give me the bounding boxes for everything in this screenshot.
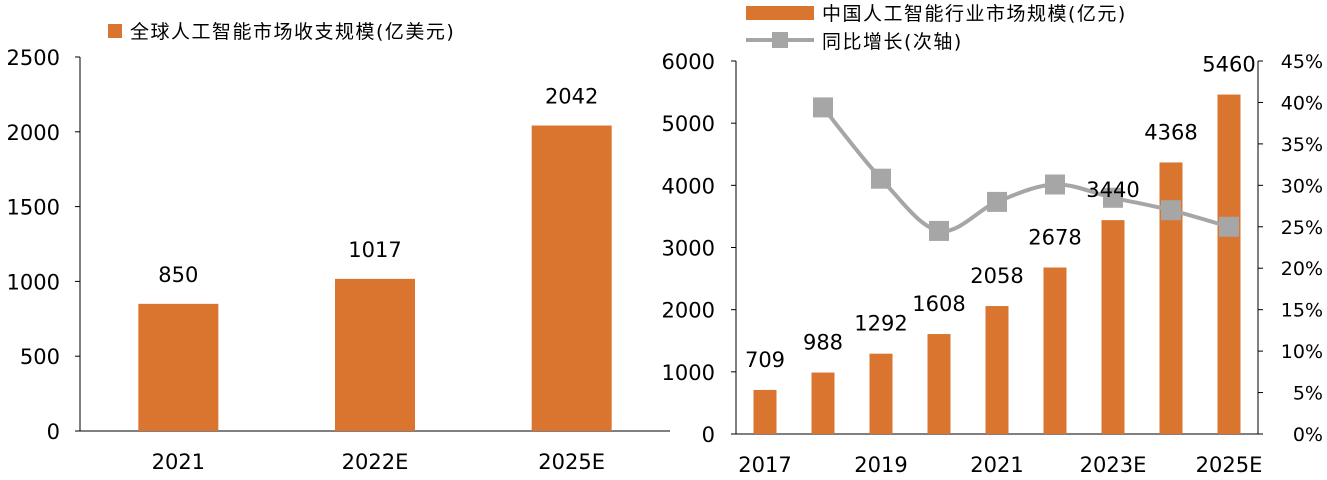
right-chart-y2-tick-label: 15%: [1281, 300, 1323, 322]
right-chart-bar: [927, 334, 951, 434]
right-chart-bar: [811, 372, 835, 434]
right-chart-y2-tick-label: 25%: [1281, 217, 1323, 239]
right-chart-bar: [985, 306, 1009, 434]
left-bar-value-label: 850: [158, 263, 198, 287]
right-chart-growth-marker: [1219, 216, 1239, 237]
left-bar: [531, 125, 612, 432]
right-chart-growth-marker: [1103, 187, 1123, 208]
right-chart-bar: [1159, 162, 1183, 434]
right-chart-x-tick-label: 2023E: [1080, 453, 1147, 476]
right-chart-y-tick-label: 0: [702, 423, 715, 447]
right-chart-x-tick-label: 2019: [854, 453, 907, 476]
right-chart-bar: [869, 353, 893, 434]
left-y-tick-label: 1500: [7, 196, 60, 220]
right-chart-bar-value-label: 4368: [1144, 120, 1197, 144]
left-x-tick-label: 2022E: [342, 450, 409, 474]
left-bar: [138, 303, 219, 431]
right-chart-x-tick-label: 2017: [738, 453, 791, 476]
right-chart-legend-line-label: 同比增长(次轴): [822, 31, 963, 53]
right-chart-growth-marker: [813, 97, 833, 118]
right-chart-bar: [1217, 94, 1241, 434]
right-chart-legend-bar-label: 中国人工智能行业市场规模(亿元): [822, 3, 1127, 25]
right-chart-y2-tick-label: 0%: [1293, 424, 1323, 446]
right-chart-bar-value-label: 5460: [1202, 53, 1255, 77]
right-chart-bar-value-label: 2678: [1028, 226, 1081, 250]
right-chart-y2-tick-label: 20%: [1281, 258, 1323, 280]
right-chart-y2-tick-label: 30%: [1281, 175, 1323, 197]
right-chart-growth-marker: [929, 220, 949, 241]
right-chart-y2-tick-label: 5%: [1293, 383, 1323, 405]
right-chart-growth-marker: [1045, 174, 1065, 195]
right-chart-x-tick-label: 2025E: [1196, 453, 1263, 476]
right-chart-y2-tick-label: 10%: [1281, 341, 1323, 363]
right-chart-bar: [1043, 267, 1067, 434]
right-chart-bar-value-label: 709: [745, 348, 785, 372]
right-chart-bar-value-label: 3440: [1086, 178, 1139, 202]
right-chart-bar-value-label: 988: [803, 331, 843, 355]
left-legend-label: 全球人工智能市场收支规模(亿美元): [130, 21, 455, 43]
right-chart-y-tick-label: 2000: [662, 299, 715, 323]
left-x-tick-label: 2021: [152, 450, 205, 474]
left-y-tick-label: 1000: [7, 270, 60, 294]
right-chart-y-tick-label: 1000: [662, 361, 715, 385]
right-chart-legend-bar-swatch: [746, 6, 814, 20]
right-chart-y-tick-label: 6000: [662, 50, 715, 74]
right-chart-bar: [753, 389, 777, 434]
right-chart-x-tick-label: 2021: [970, 453, 1023, 476]
left-y-tick-label: 500: [20, 345, 60, 369]
left-legend-swatch: [108, 24, 122, 38]
right-chart-y-tick-label: 3000: [662, 237, 715, 261]
right-chart-growth-marker: [871, 168, 891, 189]
left-y-tick-label: 2500: [7, 46, 60, 70]
left-y-tick-label: 2000: [7, 121, 60, 145]
right-chart: 0 1000 2000 3000 4000 5000 6000 0% 5% 10% 15% 20% 25…: [662, 3, 1323, 477]
right-chart-y2-tick-label: 45%: [1281, 51, 1323, 73]
right-chart-legend-line-marker: [772, 32, 788, 48]
right-chart-y2-tick-label: 40%: [1281, 92, 1323, 114]
right-chart-bar: [1101, 220, 1125, 434]
left-bar-value-label: 2042: [545, 85, 598, 109]
right-chart-y-tick-label: 4000: [662, 174, 715, 198]
left-bar-value-label: 1017: [348, 238, 401, 262]
right-chart-growth-marker: [1161, 200, 1181, 221]
left-chart: 0 500 1000 1500 2000 2500 850 2021 1017 2022E 2042…: [7, 21, 670, 474]
right-chart-growth-marker: [987, 191, 1007, 212]
right-chart-y2-tick-label: 35%: [1281, 134, 1323, 156]
left-y-tick-label: 0: [47, 420, 60, 444]
right-chart-bar-value-label: 1292: [854, 312, 907, 336]
left-x-tick-label: 2025E: [538, 450, 605, 474]
right-chart-bar-value-label: 2058: [970, 264, 1023, 288]
right-chart-y-tick-label: 5000: [662, 112, 715, 136]
left-bar: [335, 278, 415, 431]
right-chart-bar-value-label: 1608: [912, 292, 965, 316]
